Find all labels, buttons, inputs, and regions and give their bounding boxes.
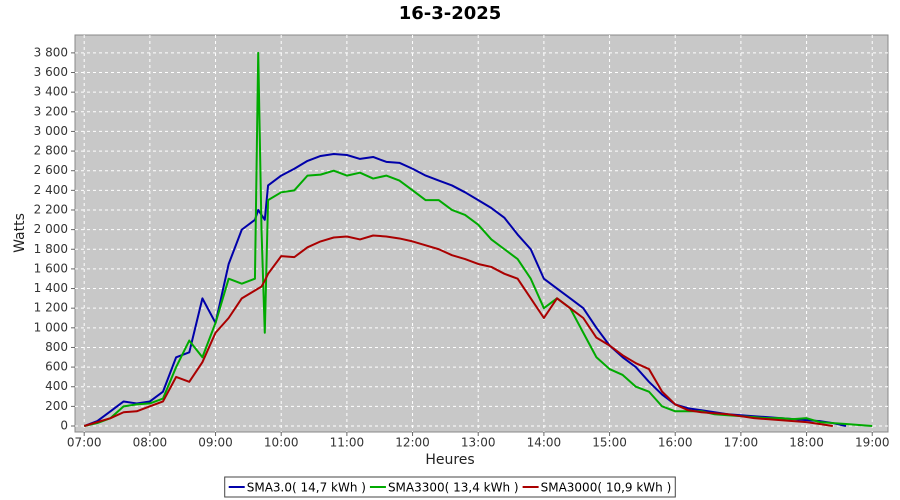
legend-label: SMA3.0( 14,7 kWh )	[247, 481, 366, 495]
y-tick-label: 1 000	[34, 320, 68, 334]
x-tick-label: 10:00	[264, 436, 299, 450]
y-tick-label: 1 800	[34, 242, 68, 256]
y-tick-label: 2 800	[34, 144, 68, 158]
x-axis-title: Heures	[425, 452, 474, 468]
x-tick-label: 09:00	[198, 436, 233, 450]
y-tick-label: 3 400	[34, 85, 68, 99]
y-tick-label: 1 200	[34, 301, 68, 315]
y-tick-label: 600	[45, 360, 68, 374]
legend-label: SMA3300( 13,4 kWh )	[388, 481, 519, 495]
y-tick-label: 2 000	[34, 222, 68, 236]
y-tick-label: 3 800	[34, 45, 68, 59]
x-tick-label: 12:00	[395, 436, 430, 450]
y-tick-label: 0	[60, 419, 68, 433]
y-tick-label: 2 600	[34, 163, 68, 177]
chart-title: 16-3-2025	[399, 3, 502, 24]
x-tick-label: 13:00	[461, 436, 496, 450]
y-tick-label: 200	[45, 399, 68, 413]
legend: SMA3.0( 14,7 kWh ) SMA3300( 13,4 kWh ) SMA…	[224, 476, 676, 498]
x-tick-label: 18:00	[789, 436, 824, 450]
y-axis-title: Watts	[12, 213, 28, 253]
x-tick-label: 08:00	[133, 436, 168, 450]
y-tick-label: 3 000	[34, 124, 68, 138]
y-tick-label: 3 600	[34, 65, 68, 79]
legend-label: SMA3000( 10,9 kWh )	[541, 481, 672, 495]
plot-area	[74, 34, 889, 433]
series-line	[83, 234, 833, 427]
x-tick-label: 14:00	[527, 436, 562, 450]
y-tick-label: 1 600	[34, 261, 68, 275]
y-tick-label: 800	[45, 340, 68, 354]
x-tick-label: 11:00	[330, 436, 365, 450]
x-tick-label: 15:00	[592, 436, 627, 450]
x-tick-label: 17:00	[724, 436, 759, 450]
y-tick-label: 2 200	[34, 202, 68, 216]
y-tick-label: 1 400	[34, 281, 68, 295]
legend-box	[224, 476, 676, 498]
y-tick-label: 400	[45, 379, 68, 393]
x-tick-label: 16:00	[658, 436, 693, 450]
y-tick-label: 3 200	[34, 104, 68, 118]
y-tick-label: 2 400	[34, 183, 68, 197]
x-tick-label: 07:00	[67, 436, 102, 450]
x-tick-label: 19:00	[855, 436, 890, 450]
